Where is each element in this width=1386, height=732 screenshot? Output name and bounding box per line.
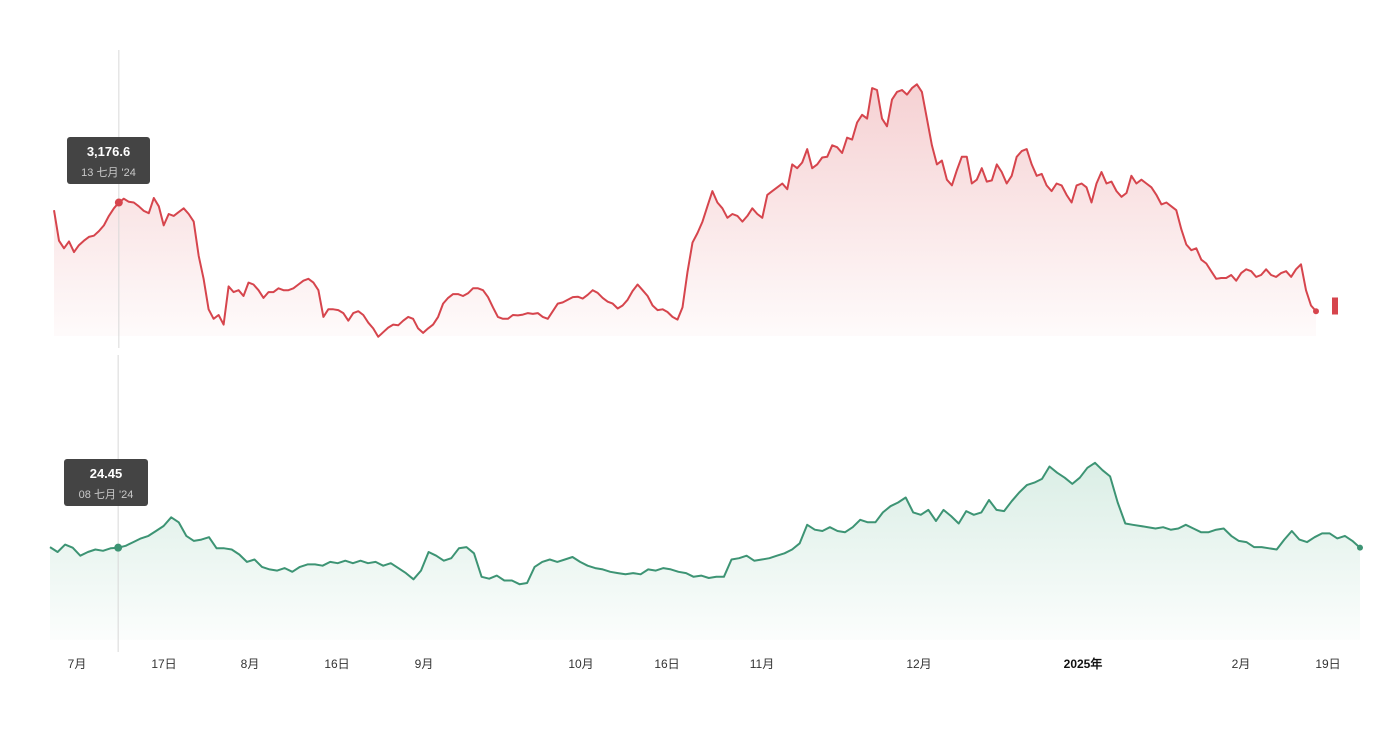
x-tick-label: 8月 xyxy=(241,657,260,671)
x-tick-label: 9月 xyxy=(415,657,434,671)
top-tooltip: 3,176.6 13 七月 '24 xyxy=(67,137,150,184)
top-panel: 3,176.6 13 七月 '24 xyxy=(53,50,1338,348)
x-tick-label: 19日 xyxy=(1315,657,1340,671)
bottom-tooltip-date: 08 七月 '24 xyxy=(79,488,134,501)
top-last-point xyxy=(1313,308,1319,315)
bottom-panel: 24.45 08 七月 '24 xyxy=(49,355,1363,652)
x-tick-label: 16日 xyxy=(324,657,349,671)
bottom-tooltip-value: 24.45 xyxy=(90,466,123,481)
x-axis: 7月 17日 8月 16日 9月 10月 16日 11月 12月 2025年 2月 19日 xyxy=(68,656,1341,671)
x-tick-label: 2月 xyxy=(1232,657,1251,671)
top-tooltip-box xyxy=(67,137,150,184)
x-tick-label: 11月 xyxy=(750,657,774,671)
bottom-last-point xyxy=(1357,544,1363,551)
top-last-value-marker xyxy=(1332,297,1338,315)
top-tooltip-date: 13 七月 '24 xyxy=(81,166,136,179)
top-tooltip-value: 3,176.6 xyxy=(87,144,130,159)
x-tick-label: 7月 xyxy=(68,657,87,671)
bottom-series-area xyxy=(50,462,1360,640)
x-tick-label: 12月 xyxy=(906,657,931,671)
top-series-line xyxy=(53,83,1317,338)
bottom-tooltip-box xyxy=(64,459,148,506)
x-tick-label: 17日 xyxy=(151,657,176,671)
bottom-series-line xyxy=(49,461,1361,586)
x-tick-label: 10月 xyxy=(568,657,593,671)
bottom-crosshair-point xyxy=(114,543,123,552)
top-crosshair-point xyxy=(114,198,123,207)
x-tick-label: 2025年 xyxy=(1064,656,1103,671)
bottom-tooltip: 24.45 08 七月 '24 xyxy=(64,459,148,506)
top-series-area xyxy=(54,84,1316,337)
x-tick-label: 16日 xyxy=(654,657,679,671)
